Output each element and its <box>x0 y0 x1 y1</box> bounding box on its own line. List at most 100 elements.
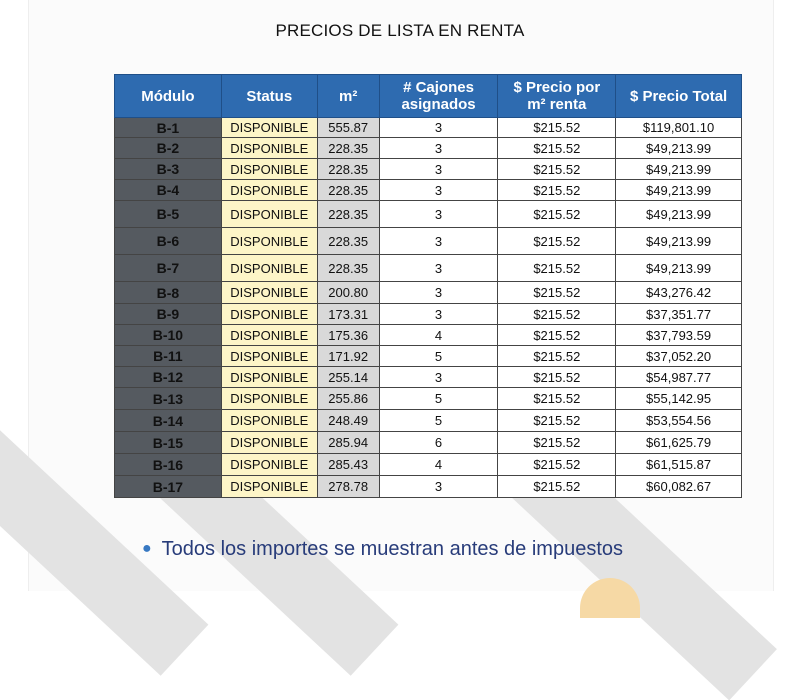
cell-m2: 255.14 <box>316 366 380 388</box>
cell-precio: $215.52 <box>497 158 617 180</box>
cell-modulo: B-5 <box>114 200 222 228</box>
cell-precio: $215.52 <box>497 303 617 325</box>
cell-status: DISPONIBLE <box>220 281 318 304</box>
cell-total: $60,082.67 <box>615 475 742 498</box>
cell-cajones: 3 <box>378 158 499 180</box>
cell-total: $49,213.99 <box>615 227 742 255</box>
cell-status: DISPONIBLE <box>220 179 318 201</box>
cell-status: DISPONIBLE <box>220 366 318 388</box>
cell-precio: $215.52 <box>497 475 617 498</box>
header-modulo: Módulo <box>114 74 222 118</box>
cell-m2: 248.49 <box>316 409 380 432</box>
header-status: Status <box>220 74 318 118</box>
cell-total: $49,213.99 <box>615 179 742 201</box>
header-cajones-line2: asignados <box>401 96 476 113</box>
cell-status: DISPONIBLE <box>220 345 318 367</box>
page-title: PRECIOS DE LISTA EN RENTA <box>275 21 525 40</box>
cell-modulo: B-15 <box>114 431 222 454</box>
cell-precio: $215.52 <box>497 345 617 367</box>
cell-m2: 200.80 <box>316 281 380 304</box>
cell-modulo: B-4 <box>114 179 222 201</box>
cell-cajones: 5 <box>378 387 499 410</box>
bullet-dot-icon: ● <box>142 540 152 557</box>
cell-status: DISPONIBLE <box>220 158 318 180</box>
cell-precio: $215.52 <box>497 254 617 282</box>
cell-status: DISPONIBLE <box>220 453 318 476</box>
table-row: B-13 DISPONIBLE 255.86 5 $215.52 $55,142.95 <box>114 387 742 410</box>
cell-total: $53,554.56 <box>615 409 742 432</box>
cell-cajones: 3 <box>378 366 499 388</box>
header-precio: $ Precio por m² renta <box>497 74 617 118</box>
table-row: B-3 DISPONIBLE 228.35 3 $215.52 $49,213.99 <box>114 158 742 180</box>
table-row: B-1 DISPONIBLE 555.87 3 $215.52 $119,801.10 <box>114 117 742 138</box>
cell-precio: $215.52 <box>497 281 617 304</box>
cell-cajones: 3 <box>378 117 499 138</box>
table-row: B-16 DISPONIBLE 285.43 4 $215.52 $61,515.87 <box>114 453 742 476</box>
cell-cajones: 3 <box>378 227 499 255</box>
cell-m2: 228.35 <box>316 179 380 201</box>
table-row: B-9 DISPONIBLE 173.31 3 $215.52 $37,351.77 <box>114 303 742 325</box>
cell-cajones: 3 <box>378 200 499 228</box>
cell-status: DISPONIBLE <box>220 137 318 159</box>
table-row: B-7 DISPONIBLE 228.35 3 $215.52 $49,213.99 <box>114 254 742 282</box>
table-row: B-14 DISPONIBLE 248.49 5 $215.52 $53,554.56 <box>114 409 742 432</box>
table-row: B-4 DISPONIBLE 228.35 3 $215.52 $49,213.99 <box>114 179 742 201</box>
cell-status: DISPONIBLE <box>220 200 318 228</box>
table-header-row: Módulo Status m² # Cajones asignados $ Pr… <box>114 74 742 118</box>
cell-modulo: B-6 <box>114 227 222 255</box>
cell-cajones: 6 <box>378 431 499 454</box>
cell-total: $37,351.77 <box>615 303 742 325</box>
cell-cajones: 3 <box>378 475 499 498</box>
cell-modulo: B-3 <box>114 158 222 180</box>
cell-modulo: B-9 <box>114 303 222 325</box>
cell-cajones: 3 <box>378 254 499 282</box>
header-m2: m² <box>316 74 380 118</box>
cell-m2: 255.86 <box>316 387 380 410</box>
cell-precio: $215.52 <box>497 431 617 454</box>
cell-total: $49,213.99 <box>615 137 742 159</box>
price-table: Módulo Status m² # Cajones asignados $ Pr… <box>114 74 742 498</box>
cell-status: DISPONIBLE <box>220 227 318 255</box>
cell-modulo: B-16 <box>114 453 222 476</box>
cell-cajones: 3 <box>378 281 499 304</box>
cell-status: DISPONIBLE <box>220 475 318 498</box>
cell-precio: $215.52 <box>497 324 617 346</box>
cell-m2: 173.31 <box>316 303 380 325</box>
table-row: B-6 DISPONIBLE 228.35 3 $215.52 $49,213.99 <box>114 227 742 255</box>
cell-modulo: B-2 <box>114 137 222 159</box>
cell-precio: $215.52 <box>497 137 617 159</box>
cell-total: $61,625.79 <box>615 431 742 454</box>
cell-precio: $215.52 <box>497 366 617 388</box>
note-text: Todos los importes se muestran antes de … <box>161 538 624 560</box>
cell-cajones: 4 <box>378 453 499 476</box>
header-cajones: # Cajones asignados <box>378 74 499 118</box>
cell-total: $49,213.99 <box>615 254 742 282</box>
cell-status: DISPONIBLE <box>220 387 318 410</box>
cell-cajones: 4 <box>378 324 499 346</box>
cell-m2: 555.87 <box>316 117 380 138</box>
header-precio-line1: $ Precio por <box>513 79 601 96</box>
cell-total: $49,213.99 <box>615 200 742 228</box>
cell-total: $55,142.95 <box>615 387 742 410</box>
note-bullet: ● Todos los importes se muestran antes de… <box>142 538 623 561</box>
cell-cajones: 3 <box>378 137 499 159</box>
cell-modulo: B-8 <box>114 281 222 304</box>
cell-m2: 228.35 <box>316 200 380 228</box>
table-row: B-17 DISPONIBLE 278.78 3 $215.52 $60,082.67 <box>114 475 742 498</box>
cell-total: $119,801.10 <box>615 117 742 138</box>
cell-m2: 175.36 <box>316 324 380 346</box>
cell-status: DISPONIBLE <box>220 254 318 282</box>
cell-cajones: 3 <box>378 179 499 201</box>
cell-total: $37,793.59 <box>615 324 742 346</box>
cell-precio: $215.52 <box>497 117 617 138</box>
cell-cajones: 3 <box>378 303 499 325</box>
table-row: B-2 DISPONIBLE 228.35 3 $215.52 $49,213.99 <box>114 137 742 159</box>
cell-modulo: B-17 <box>114 475 222 498</box>
cell-precio: $215.52 <box>497 200 617 228</box>
cell-precio: $215.52 <box>497 227 617 255</box>
cell-m2: 285.94 <box>316 431 380 454</box>
table-row: B-12 DISPONIBLE 255.14 3 $215.52 $54,987.77 <box>114 366 742 388</box>
table-row: B-15 DISPONIBLE 285.94 6 $215.52 $61,625.79 <box>114 431 742 454</box>
header-precio-line2: m² renta <box>527 96 587 113</box>
cell-cajones: 5 <box>378 345 499 367</box>
